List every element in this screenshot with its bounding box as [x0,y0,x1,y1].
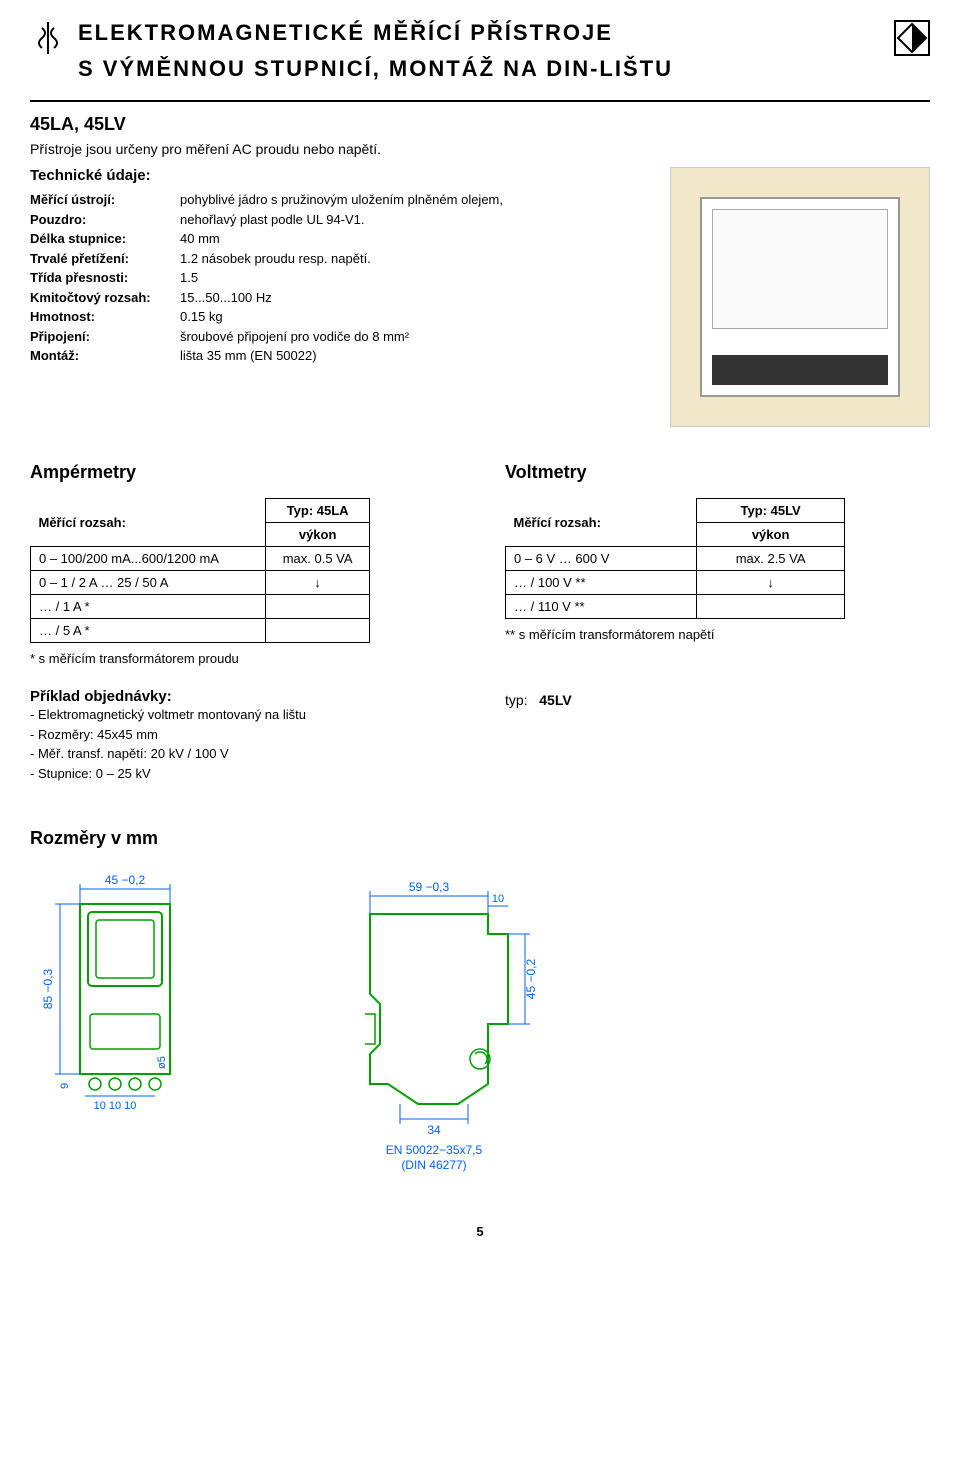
svg-text:ø5: ø5 [156,1056,168,1069]
tech-heading: Technické údaje: [30,167,640,184]
front-diagram: 45 −0,2 85 −0,3 10 10 10 ø5 9 [30,864,250,1184]
wave-icon [30,20,66,56]
spec-value: 0.15 kg [180,307,640,327]
vykon-cell: max. 0.5 VA [266,547,370,571]
spec-label: Měřící ústrojí: [30,190,180,210]
spec-row: Trvalé přetížení:1.2 násobek proudu resp… [30,249,640,269]
table-row: 0 – 1 / 2 A … 25 / 50 A↓ [31,571,370,595]
svg-text:9: 9 [59,1083,71,1089]
example-line: - Měř. transf. napětí: 20 kV / 100 V [30,744,455,764]
vykon-cell: max. 2.5 VA [697,547,845,571]
side-diagram: 59 −0,3 10 45 −0,2 34 EN 50022−35x7,5(DIN 46… [310,864,630,1184]
svg-text:EN 50022−35x7,5: EN 50022−35x7,5 [386,1143,483,1157]
amper-table: Měřící rozsah: Typ: 45LA výkon 0 – 100/2… [30,498,370,643]
amper-range-header: Měřící rozsah: [31,499,266,547]
volt-footnote: ** s měřícím transformátorem napětí [505,627,930,642]
page-number: 5 [30,1224,930,1239]
example-line: - Stupnice: 0 – 25 kV [30,764,455,784]
vykon-cell: ↓ [266,571,370,595]
spec-value: lišta 35 mm (EN 50022) [180,346,640,366]
vykon-cell [697,595,845,619]
spec-value: nehořlavý plast podle UL 94-V1. [180,210,640,230]
svg-text:45 −0,2: 45 −0,2 [524,958,538,999]
table-row: 0 – 100/200 mA...600/1200 mAmax. 0.5 VA [31,547,370,571]
vykon-cell: ↓ [697,571,845,595]
volt-vykon-header: výkon [697,523,845,547]
spec-label: Montáž: [30,346,180,366]
spec-value: 40 mm [180,229,640,249]
example-line: - Elektromagnetický voltmetr montovaný n… [30,705,455,725]
spec-row: Měřící ústrojí:pohyblivé jádro s pružino… [30,190,640,210]
table-row: … / 5 A * [31,619,370,643]
spec-row: Montáž:lišta 35 mm (EN 50022) [30,346,640,366]
product-code: 45LA, 45LV [30,114,930,135]
amper-vykon-header: výkon [266,523,370,547]
svg-text:(DIN 46277): (DIN 46277) [401,1158,466,1172]
range-cell: … / 1 A * [31,595,266,619]
range-cell: 0 – 1 / 2 A … 25 / 50 A [31,571,266,595]
svg-text:59 −0,3: 59 −0,3 [409,880,450,894]
svg-text:85 −0,3: 85 −0,3 [41,968,55,1009]
spec-label: Hmotnost: [30,307,180,327]
header-title-1: ELEKTROMAGNETICKÉ MĚŘÍCÍ PŘÍSTROJE [78,20,882,46]
vykon-cell [266,595,370,619]
spec-row: Pouzdro:nehořlavý plast podle UL 94-V1. [30,210,640,230]
volt-table: Měřící rozsah: Typ: 45LV výkon 0 – 6 V …… [505,498,845,619]
dims-title: Rozměry v mm [30,828,930,849]
svg-text:34: 34 [427,1123,441,1137]
spec-value: 1.5 [180,268,640,288]
spec-label: Třída přesnosti: [30,268,180,288]
spec-label: Připojení: [30,327,180,347]
table-row: … / 100 V **↓ [506,571,845,595]
spec-label: Trvalé přetížení: [30,249,180,269]
spec-row: Hmotnost:0.15 kg [30,307,640,327]
example-typ-value: 45LV [539,692,571,708]
spec-label: Pouzdro: [30,210,180,230]
diamond-icon [894,20,930,56]
range-cell: 0 – 100/200 mA...600/1200 mA [31,547,266,571]
range-cell: … / 110 V ** [506,595,697,619]
amper-type-header: Typ: 45LA [266,499,370,523]
table-row: 0 – 6 V … 600 Vmax. 2.5 VA [506,547,845,571]
product-photo [670,167,930,427]
spec-row: Třída přesnosti:1.5 [30,268,640,288]
range-cell: … / 100 V ** [506,571,697,595]
spec-value: 1.2 násobek proudu resp. napětí. [180,249,640,269]
spec-row: Připojení:šroubové připojení pro vodiče … [30,327,640,347]
spec-label: Kmitočtový rozsah: [30,288,180,308]
spec-value: pohyblivé jádro s pružinovým uložením pl… [180,190,640,210]
intro-text: Přístroje jsou určeny pro měření AC prou… [30,141,930,157]
example-line: - Rozměry: 45x45 mm [30,725,455,745]
amper-footnote: * s měřícím transformátorem proudu [30,651,455,666]
vykon-cell [266,619,370,643]
table-row: … / 110 V ** [506,595,845,619]
amper-title: Ampérmetry [30,462,455,483]
volt-range-header: Měřící rozsah: [506,499,697,547]
header-divider [30,100,930,102]
example-title: Příklad objednávky: [30,688,455,705]
svg-text:10 10 10: 10 10 10 [94,1100,137,1112]
range-cell: 0 – 6 V … 600 V [506,547,697,571]
spec-label: Délka stupnice: [30,229,180,249]
svg-text:45 −0,2: 45 −0,2 [105,873,146,887]
spec-row: Kmitočtový rozsah:15...50...100 Hz [30,288,640,308]
header-title-2: S VÝMĚNNOU STUPNICÍ, MONTÁŽ NA DIN-LIŠTU [78,56,882,82]
spec-row: Délka stupnice:40 mm [30,229,640,249]
spec-value: šroubové připojení pro vodiče do 8 mm² [180,327,640,347]
spec-value: 15...50...100 Hz [180,288,640,308]
table-row: … / 1 A * [31,595,370,619]
volt-title: Voltmetry [505,462,930,483]
volt-type-header: Typ: 45LV [697,499,845,523]
range-cell: … / 5 A * [31,619,266,643]
svg-text:10: 10 [492,893,504,905]
example-typ-label: typ: [505,692,528,708]
